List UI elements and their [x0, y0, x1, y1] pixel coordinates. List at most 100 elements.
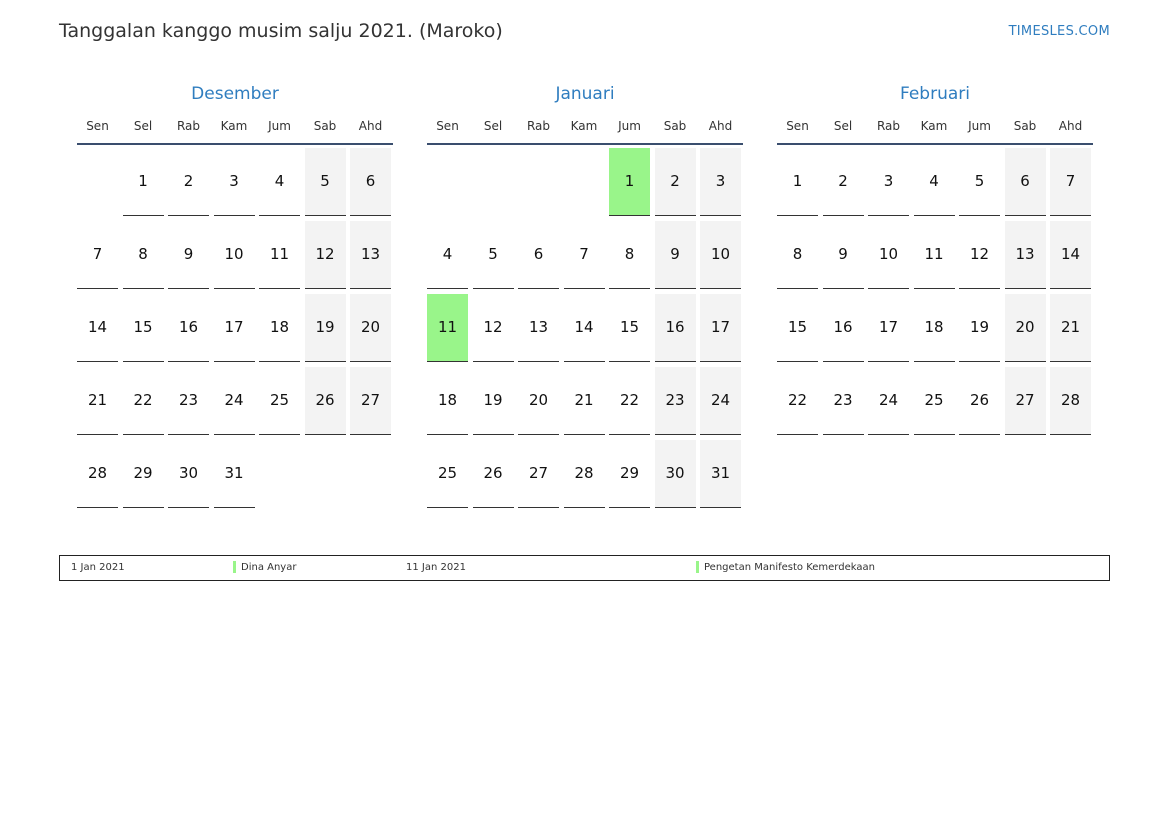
weekday-label: Ahd: [358, 119, 383, 133]
weekday-label: Sel: [833, 119, 853, 133]
day-cell: 1: [122, 148, 164, 216]
day-number: 28: [87, 464, 108, 482]
day-number: 17: [710, 318, 731, 336]
day-number: 15: [619, 318, 640, 336]
day-cell: 15: [122, 294, 164, 362]
day-cell: 23: [168, 367, 209, 435]
day-cell: 7: [1050, 148, 1091, 216]
day-number: 27: [1015, 391, 1035, 409]
day-cell: 6: [1004, 148, 1046, 216]
day-number: 15: [133, 318, 153, 336]
day-number: 2: [183, 172, 194, 190]
weekday-label: Sab: [313, 119, 337, 133]
day-number: 5: [488, 245, 498, 263]
day-number: 11: [924, 245, 944, 263]
day-number: 13: [360, 245, 381, 263]
day-cell: 5: [304, 148, 346, 216]
day-cell: 4: [913, 148, 955, 216]
day-cell: 27: [518, 440, 559, 508]
day-number: 31: [710, 464, 731, 482]
day-number: 29: [133, 464, 153, 482]
day-number: 23: [665, 391, 685, 409]
weekday-label: Ahd: [708, 119, 733, 133]
weekday-label: Sab: [663, 119, 687, 133]
holiday-day-cell: 11: [427, 294, 468, 362]
holiday-legend: 1 Jan 2021 Dina Anyar 11 Jan 2021 Penget…: [59, 555, 1110, 581]
day-cell: 28: [1050, 367, 1091, 435]
day-number: 3: [229, 172, 239, 190]
day-number: 20: [1015, 318, 1035, 336]
day-number: 18: [437, 391, 458, 409]
day-number: 11: [269, 245, 290, 263]
weekday-label: Kam: [570, 119, 598, 133]
day-cell: 2: [168, 148, 209, 216]
day-number: 2: [838, 172, 848, 190]
day-cell: 18: [259, 294, 300, 362]
day-number: 8: [624, 245, 635, 263]
day-number: 17: [224, 318, 244, 336]
day-cell: 21: [77, 367, 118, 435]
day-cell: 30: [654, 440, 696, 508]
weekday-label: Jum: [268, 119, 291, 133]
day-number: 12: [483, 318, 503, 336]
day-number: 25: [437, 464, 458, 482]
day-cell: 15: [609, 294, 650, 362]
day-number: 22: [787, 391, 808, 409]
day-cell: 26: [959, 367, 1000, 435]
day-number: 5: [974, 172, 985, 190]
day-cell: 22: [609, 367, 650, 435]
day-cell: 18: [913, 294, 955, 362]
day-number: 16: [178, 318, 199, 336]
day-number: 21: [1060, 318, 1081, 336]
day-cell: 11: [913, 221, 955, 289]
day-number: 13: [528, 318, 549, 336]
day-number: 17: [878, 318, 899, 336]
day-number: 19: [315, 318, 335, 336]
brand-link[interactable]: TIMESLES.COM: [1008, 24, 1110, 39]
day-cell: 25: [427, 440, 468, 508]
day-number: 1: [138, 172, 148, 190]
day-cell: 29: [609, 440, 650, 508]
day-cell: 13: [350, 221, 391, 289]
day-cell: 8: [609, 221, 650, 289]
day-cell: 6: [350, 148, 391, 216]
day-number: 7: [92, 245, 103, 263]
day-cell: 11: [259, 221, 300, 289]
day-cell: 17: [868, 294, 909, 362]
day-number: 5: [320, 172, 330, 190]
day-cell: 9: [654, 221, 696, 289]
day-cell: 23: [654, 367, 696, 435]
day-number: 25: [924, 391, 944, 409]
day-number: 7: [1065, 172, 1076, 190]
day-number: 9: [670, 245, 680, 263]
day-number: 24: [224, 391, 244, 409]
weekday-label: Rab: [176, 119, 201, 133]
day-cell: 3: [868, 148, 909, 216]
weekday-label: Rab: [876, 119, 901, 133]
day-number: 27: [528, 464, 549, 482]
day-cell: 14: [563, 294, 605, 362]
day-number: 14: [87, 318, 108, 336]
day-number: 9: [183, 245, 194, 263]
day-number: 13: [1015, 245, 1035, 263]
weekday-label: Sel: [483, 119, 503, 133]
day-number: 14: [574, 318, 594, 336]
day-number: 8: [138, 245, 148, 263]
day-number: 7: [579, 245, 589, 263]
day-cell: 19: [304, 294, 346, 362]
day-cell: 15: [777, 294, 818, 362]
day-number: 3: [883, 172, 894, 190]
day-number: 6: [1020, 172, 1030, 190]
day-cell: 10: [700, 221, 741, 289]
day-cell: 7: [77, 221, 118, 289]
legend-holiday-name: Dina Anyar: [241, 562, 297, 573]
day-number: 21: [574, 391, 594, 409]
day-cell: 9: [822, 221, 864, 289]
day-number: 10: [710, 245, 731, 263]
month-name: Desember: [191, 84, 279, 104]
day-cell: 29: [122, 440, 164, 508]
day-cell: 20: [1004, 294, 1046, 362]
day-cell: 4: [427, 221, 468, 289]
day-cell: 13: [1004, 221, 1046, 289]
